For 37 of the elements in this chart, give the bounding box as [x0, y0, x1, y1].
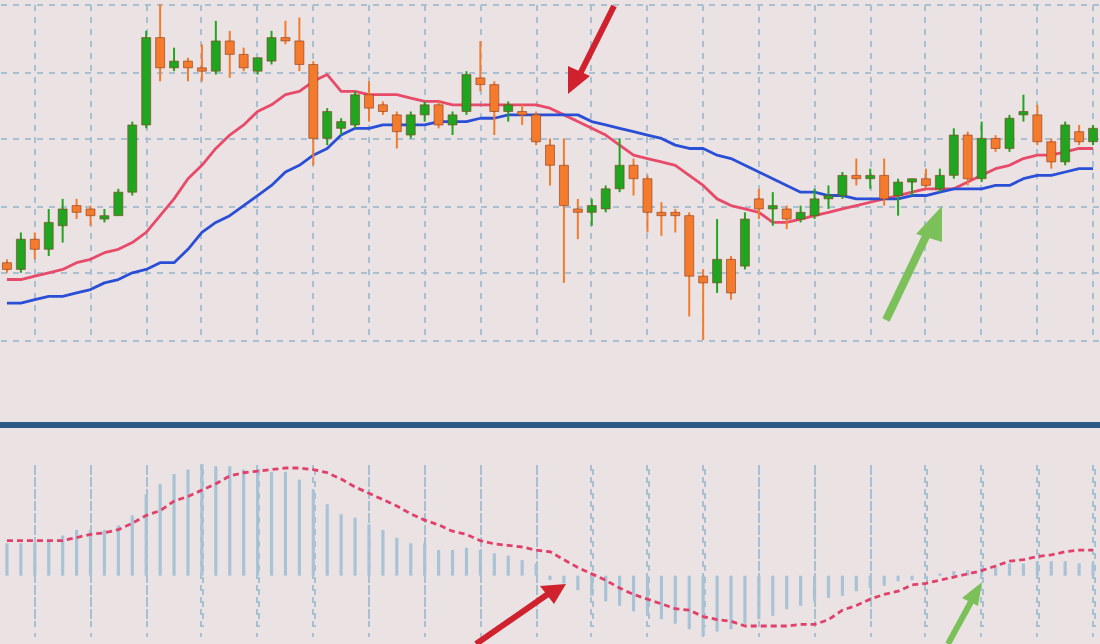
candlestick: [197, 43, 207, 83]
candlestick: [1046, 137, 1057, 170]
candlestick: [698, 268, 708, 341]
candlestick: [586, 197, 597, 227]
candlestick: [364, 80, 374, 123]
candlestick: [531, 110, 541, 147]
candlestick: [43, 207, 54, 257]
candlestick: [30, 231, 40, 261]
candlestick: [392, 110, 402, 150]
candlestick: [879, 157, 889, 207]
candlestick: [183, 56, 193, 83]
candlestick: [712, 218, 722, 294]
candlestick: [935, 167, 945, 194]
candlestick: [405, 110, 416, 140]
candlestick: [224, 29, 235, 79]
candlestick: [169, 46, 179, 73]
candlestick: [893, 177, 903, 217]
candlestick: [16, 231, 26, 274]
candlestick: [726, 255, 736, 301]
candlestick: [1088, 123, 1098, 147]
candlestick: [740, 211, 750, 271]
candlestick: [322, 107, 333, 147]
candlestick: [1074, 123, 1084, 147]
candlestick: [559, 137, 569, 284]
candlestick: [1060, 120, 1070, 167]
candlestick: [350, 90, 360, 130]
candlestick: [949, 127, 959, 180]
candlestick: [865, 167, 876, 190]
candlestick: [767, 191, 778, 227]
candlestick: [921, 167, 931, 190]
candlestick: [517, 103, 527, 126]
candlestick: [573, 197, 583, 241]
candlestick: [503, 100, 514, 123]
candlestick: [155, 3, 165, 83]
candlestick: [754, 187, 764, 221]
candlestick: [545, 137, 555, 187]
candlestick: [211, 19, 221, 76]
